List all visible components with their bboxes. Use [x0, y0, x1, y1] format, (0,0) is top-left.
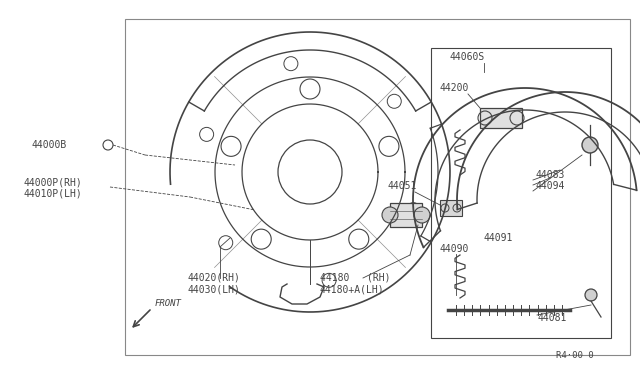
Text: 44090: 44090	[440, 244, 469, 254]
Text: 44000B: 44000B	[32, 140, 67, 150]
Text: 44180+A(LH): 44180+A(LH)	[320, 284, 385, 294]
Text: 44094: 44094	[536, 181, 565, 191]
Text: 44020(RH): 44020(RH)	[188, 273, 241, 283]
Text: FRONT: FRONT	[155, 299, 182, 308]
Text: 44081: 44081	[538, 313, 568, 323]
Bar	[431, 48, 611, 338]
Bar	[480, 108, 522, 128]
Text: 44030(LH): 44030(LH)	[188, 284, 241, 294]
Bar	[125, 19, 630, 355]
Text: 44083: 44083	[536, 170, 565, 180]
Text: 44200: 44200	[440, 83, 469, 93]
Bar	[390, 203, 422, 227]
Circle shape	[414, 207, 430, 223]
Circle shape	[585, 289, 597, 301]
Text: 44010P(LH): 44010P(LH)	[24, 188, 83, 198]
Circle shape	[382, 207, 398, 223]
Text: 44180   (RH): 44180 (RH)	[320, 273, 390, 283]
Text: 44051: 44051	[388, 181, 417, 191]
Circle shape	[582, 137, 598, 153]
Bar	[440, 200, 462, 216]
Text: R4·00 0: R4·00 0	[556, 352, 594, 360]
Text: 44000P(RH): 44000P(RH)	[24, 177, 83, 187]
Text: 44060S: 44060S	[450, 52, 485, 62]
Text: 44091: 44091	[484, 233, 513, 243]
